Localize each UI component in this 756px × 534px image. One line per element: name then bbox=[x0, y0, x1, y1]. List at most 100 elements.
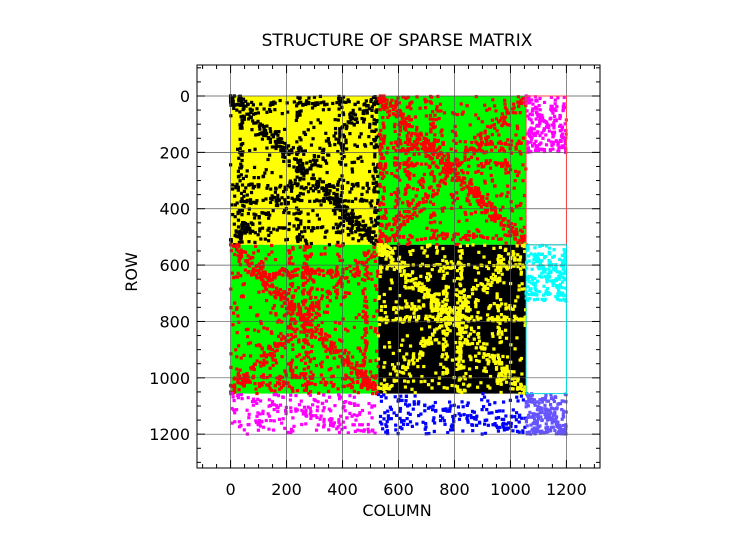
matrix-entry bbox=[432, 175, 436, 179]
matrix-entry bbox=[320, 365, 324, 369]
matrix-entry bbox=[339, 414, 343, 418]
matrix-entry bbox=[259, 276, 263, 280]
matrix-entry bbox=[328, 201, 333, 205]
matrix-entry bbox=[286, 195, 290, 200]
matrix-entry bbox=[263, 286, 268, 290]
matrix-entry bbox=[350, 208, 355, 212]
matrix-entry bbox=[277, 140, 281, 144]
matrix-entry bbox=[459, 271, 463, 276]
matrix-entry bbox=[506, 138, 510, 142]
matrix-entry bbox=[552, 254, 556, 258]
matrix-entry bbox=[267, 383, 271, 388]
matrix-entry bbox=[363, 272, 367, 277]
matrix-entry bbox=[235, 367, 239, 371]
matrix-entry bbox=[370, 416, 374, 420]
matrix-entry bbox=[477, 339, 482, 343]
matrix-entry bbox=[496, 309, 501, 313]
matrix-entry bbox=[435, 229, 439, 233]
matrix-entry bbox=[338, 338, 342, 342]
matrix-entry bbox=[321, 377, 325, 381]
matrix-entry bbox=[455, 345, 460, 349]
matrix-entry bbox=[411, 248, 415, 253]
matrix-entry bbox=[337, 420, 341, 424]
matrix-entry bbox=[315, 327, 319, 332]
matrix-entry bbox=[305, 339, 309, 343]
matrix-entry bbox=[338, 103, 342, 107]
matrix-entry bbox=[370, 105, 374, 109]
matrix-entry bbox=[290, 270, 294, 274]
matrix-entry bbox=[240, 213, 244, 217]
matrix-entry bbox=[476, 342, 480, 346]
matrix-entry bbox=[432, 300, 436, 304]
matrix-entry bbox=[455, 362, 459, 367]
matrix-entry bbox=[274, 361, 279, 365]
matrix-entry bbox=[233, 252, 237, 257]
matrix-entry bbox=[346, 291, 351, 295]
matrix-entry bbox=[354, 197, 358, 201]
matrix-entry bbox=[505, 364, 509, 368]
matrix-entry bbox=[311, 318, 315, 322]
matrix-entry bbox=[389, 104, 393, 108]
matrix-entry bbox=[252, 251, 256, 255]
matrix-entry bbox=[492, 122, 497, 127]
matrix-entry bbox=[474, 191, 478, 195]
matrix-entry bbox=[463, 151, 467, 155]
block-markers-7 bbox=[376, 392, 527, 436]
matrix-entry bbox=[374, 170, 378, 174]
matrix-entry bbox=[405, 137, 410, 141]
matrix-entry bbox=[407, 286, 411, 290]
matrix-entry bbox=[444, 367, 449, 371]
matrix-entry bbox=[258, 399, 263, 403]
matrix-entry bbox=[453, 232, 457, 236]
matrix-entry bbox=[369, 240, 374, 244]
matrix-entry bbox=[462, 294, 466, 298]
matrix-entry bbox=[378, 108, 382, 112]
matrix-entry bbox=[508, 260, 512, 264]
matrix-entry bbox=[280, 355, 284, 359]
matrix-entry bbox=[547, 263, 551, 268]
matrix-entry bbox=[349, 222, 354, 226]
matrix-entry bbox=[260, 266, 264, 271]
matrix-entry bbox=[375, 201, 380, 205]
matrix-entry bbox=[303, 276, 308, 280]
matrix-entry bbox=[256, 411, 260, 415]
matrix-entry bbox=[274, 130, 278, 134]
matrix-entry bbox=[310, 313, 314, 317]
matrix-entry bbox=[272, 227, 276, 231]
matrix-entry bbox=[233, 194, 237, 198]
matrix-entry bbox=[245, 408, 249, 412]
matrix-entry bbox=[396, 187, 400, 191]
matrix-entry bbox=[231, 101, 235, 105]
matrix-entry bbox=[327, 428, 331, 432]
matrix-entry bbox=[322, 199, 326, 203]
matrix-entry bbox=[259, 102, 263, 106]
matrix-entry bbox=[304, 354, 309, 358]
matrix-entry bbox=[421, 303, 426, 307]
matrix-entry bbox=[493, 104, 497, 108]
matrix-entry bbox=[338, 127, 342, 132]
matrix-entry bbox=[464, 298, 468, 303]
matrix-entry bbox=[519, 267, 523, 271]
matrix-entry bbox=[253, 147, 257, 151]
matrix-entry bbox=[287, 222, 292, 226]
matrix-entry bbox=[499, 141, 504, 146]
matrix-entry bbox=[447, 322, 451, 326]
matrix-entry bbox=[483, 131, 487, 135]
matrix-entry bbox=[385, 265, 390, 269]
matrix-entry bbox=[514, 133, 518, 137]
matrix-entry bbox=[298, 136, 302, 140]
matrix-entry bbox=[349, 269, 353, 274]
matrix-entry bbox=[241, 108, 245, 112]
matrix-entry bbox=[493, 318, 497, 322]
matrix-entry bbox=[291, 429, 295, 433]
matrix-entry bbox=[470, 292, 475, 296]
matrix-entry bbox=[238, 229, 242, 233]
matrix-entry bbox=[355, 265, 360, 269]
matrix-entry bbox=[558, 113, 562, 118]
matrix-entry bbox=[302, 322, 307, 326]
matrix-entry bbox=[241, 114, 245, 118]
matrix-entry bbox=[529, 140, 533, 144]
matrix-entry bbox=[364, 327, 368, 331]
matrix-entry bbox=[526, 254, 531, 258]
matrix-entry bbox=[337, 107, 341, 111]
